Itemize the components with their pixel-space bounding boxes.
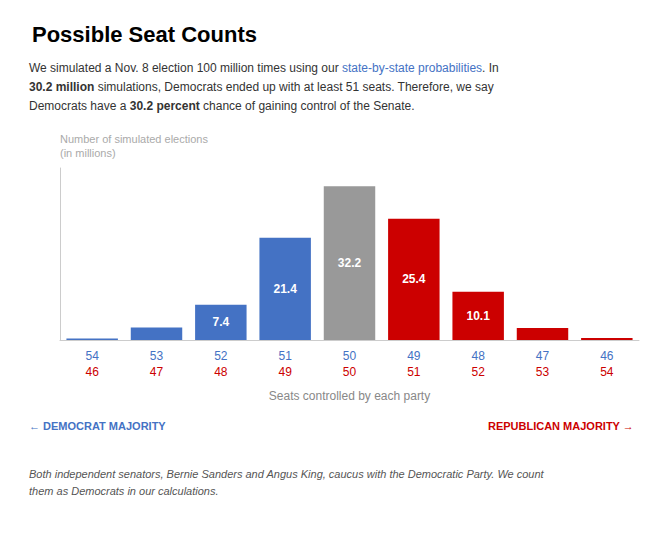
svg-text:30.2 million: 30.2 million xyxy=(29,80,94,94)
svg-text:We simulated a Nov. 8 election: We simulated a Nov. 8 election 100 milli… xyxy=(29,61,342,75)
svg-text:49: 49 xyxy=(278,365,292,379)
svg-text:Democrats have a: Democrats have a xyxy=(29,99,130,113)
svg-text:51: 51 xyxy=(278,349,292,363)
svg-text:48: 48 xyxy=(214,365,228,379)
svg-text:30.2 percent: 30.2 percent xyxy=(130,99,200,113)
svg-text:52: 52 xyxy=(471,365,485,379)
svg-text:them as Democrats in our calcu: them as Democrats in our calculations. xyxy=(29,485,219,497)
svg-text:54: 54 xyxy=(85,349,99,363)
svg-text:Number of simulated elections: Number of simulated elections xyxy=(60,133,208,145)
svg-text:50: 50 xyxy=(343,365,357,379)
svg-text:46: 46 xyxy=(85,365,99,379)
svg-text:32.2: 32.2 xyxy=(338,256,362,270)
svg-text:21.4: 21.4 xyxy=(273,282,297,296)
svg-text:47: 47 xyxy=(536,349,550,363)
svg-text:48: 48 xyxy=(471,349,485,363)
svg-text:54: 54 xyxy=(600,365,614,379)
svg-text:Seats controlled by each party: Seats controlled by each party xyxy=(269,389,430,403)
svg-text:49: 49 xyxy=(407,349,421,363)
svg-text:REPUBLICAN MAJORITY →: REPUBLICAN MAJORITY → xyxy=(488,420,634,432)
svg-text:50: 50 xyxy=(343,349,357,363)
svg-text:state-by-state probabilities: state-by-state probabilities xyxy=(342,61,482,75)
svg-text:← DEMOCRAT MAJORITY: ← DEMOCRAT MAJORITY xyxy=(29,420,166,432)
svg-text:25.4: 25.4 xyxy=(402,272,426,286)
svg-text:7.4: 7.4 xyxy=(212,315,229,329)
svg-text:(in millions): (in millions) xyxy=(60,147,116,159)
svg-text:46: 46 xyxy=(600,349,614,363)
svg-text:Both independent senators, Ber: Both independent senators, Bernie Sander… xyxy=(29,468,545,480)
svg-text:Possible Seat Counts: Possible Seat Counts xyxy=(32,22,257,47)
svg-text:52: 52 xyxy=(214,349,228,363)
svg-text:51: 51 xyxy=(407,365,421,379)
svg-text:47: 47 xyxy=(150,365,164,379)
svg-text:53: 53 xyxy=(536,365,550,379)
svg-text:chance of gaining control of t: chance of gaining control of the Senate. xyxy=(200,99,415,113)
svg-text:. In: . In xyxy=(482,61,499,75)
svg-text:53: 53 xyxy=(150,349,164,363)
svg-text:simulations, Democrats ended u: simulations, Democrats ended up with at … xyxy=(94,80,493,94)
svg-text:10.1: 10.1 xyxy=(466,309,490,323)
